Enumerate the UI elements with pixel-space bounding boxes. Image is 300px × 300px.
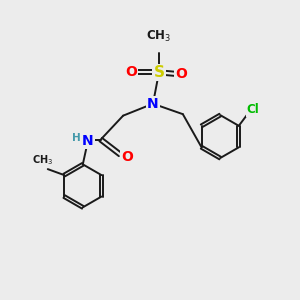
Text: O: O [121, 151, 133, 164]
Text: O: O [175, 67, 187, 81]
Text: CH$_3$: CH$_3$ [32, 153, 53, 167]
Text: Cl: Cl [247, 103, 260, 116]
Text: H: H [73, 133, 81, 143]
Text: S: S [154, 65, 164, 80]
Text: N: N [82, 134, 94, 148]
Text: O: O [125, 65, 137, 80]
Text: N: N [147, 97, 159, 111]
Text: CH$_3$: CH$_3$ [146, 29, 172, 44]
